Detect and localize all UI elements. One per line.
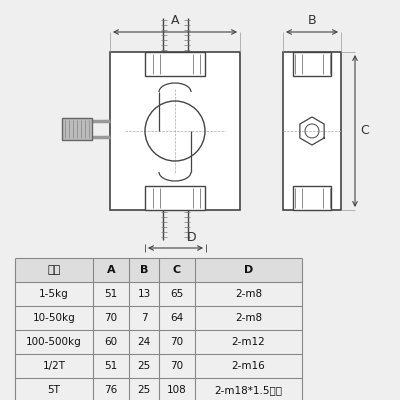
Text: 100-500kg: 100-500kg [26,337,82,347]
Text: 5T: 5T [48,385,60,395]
Text: 量程: 量程 [47,265,61,275]
Text: B: B [140,265,148,275]
Text: 1-5kg: 1-5kg [39,289,69,299]
Bar [293,52,331,76]
Text: A: A [107,265,115,275]
Text: 25: 25 [137,361,151,371]
Text: C: C [173,265,181,275]
Text: 7: 7 [141,313,147,323]
Text: 2-m8: 2-m8 [235,313,262,323]
Text: 24: 24 [137,337,151,347]
Text: 64: 64 [170,313,184,323]
Text: 70: 70 [104,313,118,323]
Text: 10-50kg: 10-50kg [33,313,75,323]
Text: 60: 60 [104,337,118,347]
Text: 2-m8: 2-m8 [235,289,262,299]
Text: 1/2T: 1/2T [42,361,66,371]
Text: 51: 51 [104,361,118,371]
Text: B: B [308,14,316,27]
Text: C: C [360,124,369,138]
Bar [283,52,341,210]
Bar [62,118,92,140]
Text: A: A [171,14,179,27]
Text: 13: 13 [137,289,151,299]
Bar [145,186,205,210]
Text: 70: 70 [170,361,184,371]
Text: 51: 51 [104,289,118,299]
Bar [15,258,302,282]
Bar [293,186,331,210]
Text: D: D [244,265,253,275]
Text: 65: 65 [170,289,184,299]
Bar [110,52,240,210]
Text: D: D [187,231,196,244]
Text: 70: 70 [170,337,184,347]
Text: 25: 25 [137,385,151,395]
Bar [145,52,205,76]
Text: 2-m18*1.5细牙: 2-m18*1.5细牙 [214,385,282,395]
Text: 108: 108 [167,385,187,395]
Text: 2-m16: 2-m16 [232,361,265,371]
Text: 76: 76 [104,385,118,395]
Text: 2-m12: 2-m12 [232,337,265,347]
